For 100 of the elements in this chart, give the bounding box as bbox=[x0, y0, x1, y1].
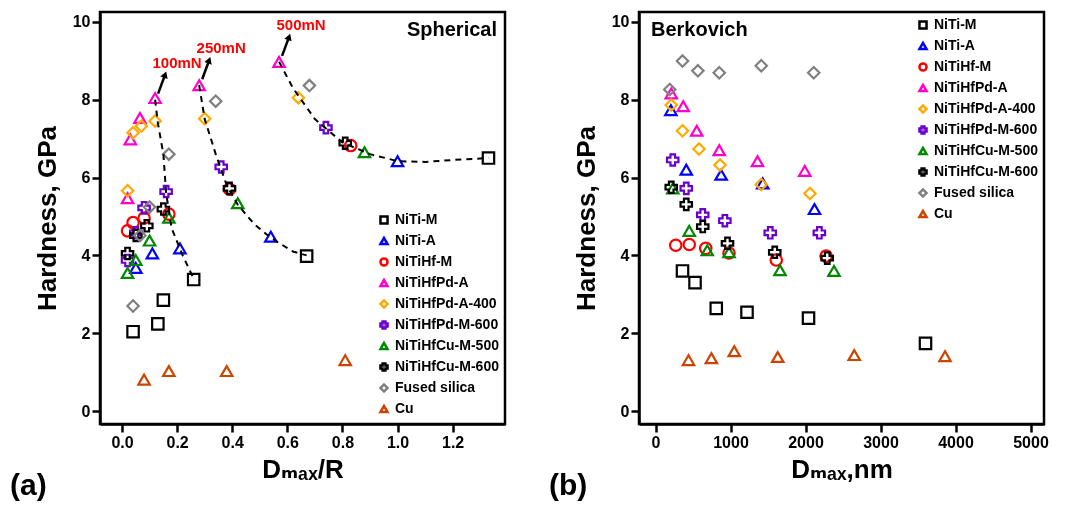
point bbox=[754, 58, 769, 73]
point bbox=[827, 264, 841, 277]
x-tick-label: 0 bbox=[651, 433, 661, 451]
point bbox=[812, 226, 827, 240]
point bbox=[720, 236, 735, 251]
point bbox=[192, 79, 206, 92]
point bbox=[750, 155, 765, 168]
point bbox=[126, 299, 140, 313]
x-tick-label: 0.2 bbox=[166, 433, 189, 451]
point bbox=[302, 78, 317, 93]
point bbox=[357, 146, 372, 159]
point bbox=[162, 147, 176, 161]
text: (b) bbox=[549, 468, 588, 501]
point bbox=[148, 114, 162, 128]
legend-label: NiTiHfCu-M-600 bbox=[395, 358, 500, 374]
point bbox=[162, 211, 176, 224]
y-tick-label: 8 bbox=[81, 91, 91, 109]
point bbox=[264, 230, 278, 243]
point bbox=[692, 142, 706, 156]
legend-label: NiTiHfCu-M-500 bbox=[395, 337, 500, 353]
point bbox=[679, 197, 694, 212]
point bbox=[319, 120, 333, 135]
point bbox=[668, 238, 683, 253]
point bbox=[140, 218, 154, 233]
point bbox=[806, 65, 821, 80]
y-tick-label: 2 bbox=[620, 324, 630, 342]
point bbox=[156, 293, 171, 307]
point bbox=[129, 261, 143, 274]
y-tick-label: 10 bbox=[72, 13, 91, 31]
legend-label: NiTi-A bbox=[395, 232, 436, 248]
point bbox=[803, 186, 817, 201]
point bbox=[695, 208, 710, 222]
point bbox=[676, 100, 691, 113]
point bbox=[664, 87, 679, 100]
point bbox=[797, 164, 812, 177]
point bbox=[801, 311, 816, 325]
point bbox=[682, 237, 697, 252]
x-tick-label: 0.8 bbox=[331, 433, 355, 451]
point bbox=[691, 63, 705, 78]
point bbox=[713, 158, 727, 172]
legend-label: NiTi-M bbox=[934, 16, 977, 32]
point bbox=[773, 264, 787, 277]
point bbox=[186, 272, 201, 287]
point bbox=[679, 163, 694, 176]
point bbox=[709, 301, 724, 316]
point bbox=[763, 226, 778, 240]
point bbox=[151, 317, 165, 331]
x-tick-label: 0.0 bbox=[111, 433, 134, 451]
legend-label: NiTiHfPd-M-600 bbox=[395, 316, 499, 332]
point bbox=[390, 155, 405, 168]
x-tick-label: 5000 bbox=[1013, 433, 1049, 451]
point bbox=[662, 82, 677, 97]
point bbox=[338, 136, 353, 151]
legend-label: NiTiHfPd-A-400 bbox=[934, 100, 1036, 116]
y-tick-label: 0 bbox=[81, 402, 91, 420]
point bbox=[938, 350, 952, 363]
point bbox=[126, 324, 140, 339]
point bbox=[133, 111, 147, 124]
point bbox=[770, 350, 785, 364]
legend-label: NiTiHfCu-M-500 bbox=[934, 142, 1039, 158]
y-tick-label: 10 bbox=[611, 13, 630, 31]
point bbox=[219, 365, 234, 378]
annotation: 500mN bbox=[276, 15, 326, 33]
x-tick-label: 0.6 bbox=[276, 433, 300, 451]
point bbox=[712, 65, 727, 80]
x-tick-label: 1000 bbox=[713, 433, 749, 451]
point bbox=[675, 54, 690, 68]
y-tick-label: 2 bbox=[81, 324, 91, 342]
point bbox=[727, 345, 742, 358]
point bbox=[481, 151, 496, 165]
legend-label: NiTiHfPd-M-600 bbox=[934, 121, 1038, 137]
point bbox=[695, 219, 710, 234]
point bbox=[714, 168, 728, 181]
text: (a) bbox=[10, 468, 47, 501]
point bbox=[137, 201, 151, 215]
point bbox=[681, 354, 696, 367]
point bbox=[120, 246, 135, 261]
point bbox=[682, 224, 697, 237]
point bbox=[142, 200, 157, 214]
point bbox=[918, 336, 933, 351]
point bbox=[133, 228, 147, 243]
y-axis-title: Hardness, GPa bbox=[570, 125, 601, 311]
point bbox=[679, 181, 694, 196]
point bbox=[148, 92, 162, 105]
point bbox=[807, 203, 822, 216]
point bbox=[137, 211, 151, 225]
point bbox=[214, 160, 229, 174]
point bbox=[688, 275, 702, 290]
chart-title: Spherical bbox=[406, 18, 497, 40]
y-tick-label: 6 bbox=[81, 169, 91, 186]
legend-label: Fused silica bbox=[934, 184, 1015, 200]
chart-title: Berkovich bbox=[651, 18, 748, 40]
legend-label: NiTiHf-M bbox=[395, 253, 453, 269]
x-axis-title: Dₘₐₓ,nm bbox=[791, 453, 893, 484]
point bbox=[712, 144, 727, 157]
x-tick-label: 4000 bbox=[938, 433, 974, 451]
x-tick-label: 1.0 bbox=[386, 433, 410, 451]
legend-label: NiTiHfPd-A bbox=[934, 79, 1008, 95]
legend-label: Cu bbox=[395, 400, 414, 416]
y-axis-title: Hardness, GPa bbox=[31, 125, 62, 311]
